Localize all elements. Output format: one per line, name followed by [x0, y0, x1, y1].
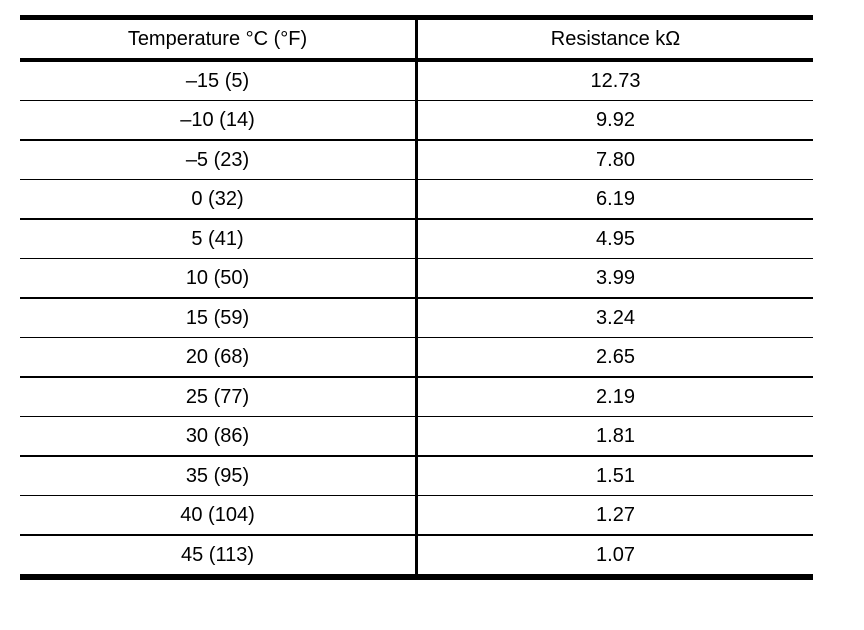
- table-row: –5 (23) 7.80: [20, 140, 813, 180]
- temperature-cell: 5 (41): [20, 219, 418, 259]
- table-row: 5 (41) 4.95: [20, 219, 813, 259]
- temperature-cell: –15 (5): [20, 60, 418, 101]
- table-row: 45 (113) 1.07: [20, 535, 813, 577]
- temperature-cell: 45 (113): [20, 535, 418, 577]
- table-row: 25 (77) 2.19: [20, 377, 813, 417]
- resistance-cell: 7.80: [416, 140, 813, 180]
- table-row: –10 (14) 9.92: [20, 100, 813, 141]
- resistance-cell: 12.73: [416, 60, 813, 101]
- temperature-cell: –10 (14): [20, 100, 418, 141]
- resistance-cell: 3.99: [416, 258, 813, 299]
- temperature-cell: 30 (86): [20, 416, 418, 457]
- resistance-cell: 6.19: [416, 179, 813, 220]
- table-row: 20 (68) 2.65: [20, 337, 813, 378]
- temperature-cell: 25 (77): [20, 377, 418, 417]
- table-body: –15 (5) 12.73 –10 (14) 9.92 –5 (23) 7.80…: [20, 60, 813, 577]
- table-row: –15 (5) 12.73: [20, 60, 813, 101]
- temperature-cell: 20 (68): [20, 337, 418, 378]
- temperature-cell: –5 (23): [20, 140, 418, 180]
- table-row: 0 (32) 6.19: [20, 179, 813, 220]
- temperature-resistance-table: Temperature °C (°F) Resistance kΩ –15 (5…: [20, 15, 813, 580]
- temperature-cell: 15 (59): [20, 298, 418, 338]
- header-row: Temperature °C (°F) Resistance kΩ: [20, 17, 813, 62]
- resistance-cell: 1.81: [416, 416, 813, 457]
- resistance-cell: 1.07: [416, 535, 813, 577]
- column-header-resistance: Resistance kΩ: [416, 17, 813, 62]
- table-header: Temperature °C (°F) Resistance kΩ: [20, 17, 813, 62]
- temperature-cell: 10 (50): [20, 258, 418, 299]
- table-row: 10 (50) 3.99: [20, 258, 813, 299]
- table-row: 40 (104) 1.27: [20, 495, 813, 536]
- column-header-temperature: Temperature °C (°F): [20, 17, 418, 62]
- table-row: 30 (86) 1.81: [20, 416, 813, 457]
- resistance-cell: 2.65: [416, 337, 813, 378]
- resistance-cell: 4.95: [416, 219, 813, 259]
- temperature-cell: 0 (32): [20, 179, 418, 220]
- table-row: 15 (59) 3.24: [20, 298, 813, 338]
- temperature-cell: 35 (95): [20, 456, 418, 496]
- resistance-cell: 1.27: [416, 495, 813, 536]
- resistance-cell: 2.19: [416, 377, 813, 417]
- table-row: 35 (95) 1.51: [20, 456, 813, 496]
- resistance-cell: 3.24: [416, 298, 813, 338]
- temperature-cell: 40 (104): [20, 495, 418, 536]
- resistance-cell: 1.51: [416, 456, 813, 496]
- resistance-cell: 9.92: [416, 100, 813, 141]
